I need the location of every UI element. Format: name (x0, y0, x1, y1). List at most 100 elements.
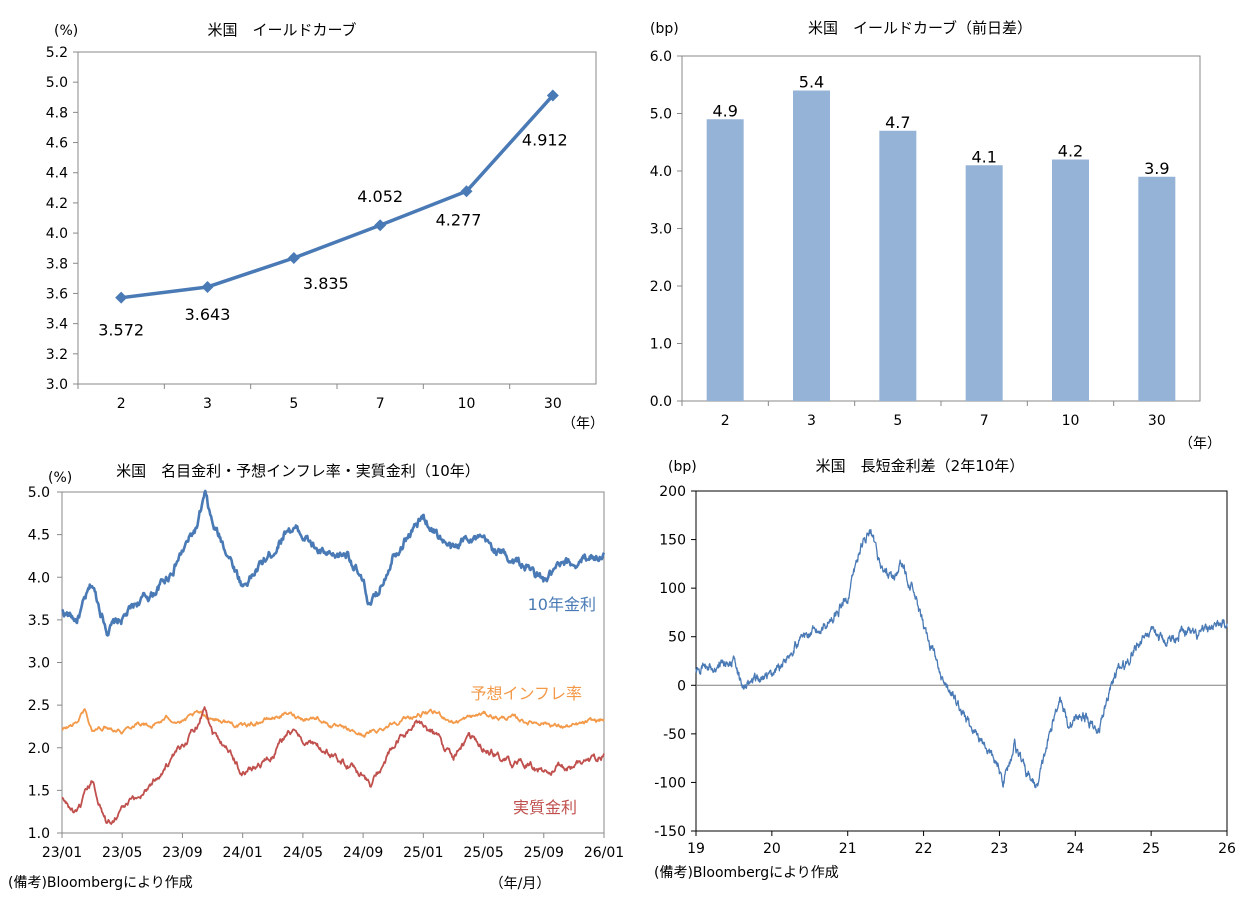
yield-curve-data-label: 4.277 (436, 210, 482, 229)
yield-change-y-axis: 0.0 1.0 2.0 3.0 4.0 5.0 6.0 (650, 49, 682, 410)
yield-curve-data-label: 3.572 (98, 321, 144, 340)
y-tick-label: 4.0 (28, 570, 50, 586)
y-tick-label: 3.8 (46, 256, 68, 272)
spread-plot-frame (695, 490, 1228, 832)
yield-change-bar (879, 130, 917, 401)
y-tick-label: 5.0 (46, 75, 68, 91)
spread-title: 米国 長短金利差（2年10年） (816, 457, 1025, 475)
yield-change-bar (793, 90, 830, 401)
real-rates-x-axis: 23/01 23/05 23/09 24/01 24/05 24/09 25/01 25/05… (42, 833, 624, 861)
y-tick-label: 1.0 (650, 337, 672, 353)
legend-inflation-label: 予想インフレ率 (470, 684, 582, 703)
series-line-nominal (61, 489, 606, 637)
y-tick-label: 3.0 (650, 222, 672, 238)
legend-real-label: 実質金利 (513, 798, 577, 817)
x-tick-label: 21 (839, 841, 857, 857)
x-tick-label: 19 (687, 841, 705, 857)
y-tick-label: 2.0 (28, 741, 50, 757)
yield-change-title: 米国 イールドカーブ（前日差） (808, 19, 1032, 37)
yield-curve-series: 3.572 3.643 3.835 4.052 4.277 4.912 (98, 89, 568, 340)
yield-curve-data-label: 3.643 (185, 305, 231, 324)
x-tick-label: 7 (980, 413, 989, 429)
y-tick-label: 5.0 (650, 107, 672, 123)
series-line-real (61, 706, 605, 825)
x-tick-label: 5 (289, 396, 298, 412)
real-rates-y-axis: 1.0 1.5 2.0 2.5 3.0 3.5 4.0 4.5 5.0 (28, 485, 62, 842)
series-line-inflation (61, 708, 605, 738)
source-note-left: (備考)Bloombergにより作成 (8, 875, 193, 891)
yield-curve-point (115, 291, 128, 304)
real-rates-series (61, 489, 606, 825)
y-tick-label: 3.5 (28, 613, 50, 629)
x-tick-label: 20 (763, 841, 781, 857)
x-tick-label: 23/01 (42, 845, 82, 861)
y-tick-label: 50 (668, 630, 686, 646)
yield-curve-x-axis: 2 3 5 7 10 30 (77, 384, 562, 412)
x-tick-label: 25/05 (463, 845, 503, 861)
x-tick-label: 25/01 (403, 845, 443, 861)
yield-curve-data-label: 4.052 (357, 187, 403, 206)
x-tick-label: 24 (1066, 841, 1084, 857)
yield-change-data-label: 4.9 (712, 101, 737, 120)
x-tick-label: 30 (544, 396, 562, 412)
yield-curve-data-label: 3.835 (303, 274, 349, 293)
panel-real-rates: (%) 米国 名目金利・予想インフレ率・実質金利（10年） 1.0 1.5 2.0 2… (8, 462, 624, 892)
y-tick-label: 100 (659, 581, 686, 597)
y-tick-label: -150 (654, 824, 686, 840)
yield-curve-point (460, 185, 473, 198)
yield-curve-unit: (%) (54, 23, 78, 39)
y-tick-label: 5.2 (46, 45, 68, 61)
yield-change-data-label: 4.7 (885, 113, 910, 132)
spread-x-axis: 19 20 21 22 23 24 25 26 (687, 831, 1236, 857)
x-tick-label: 26/01 (584, 845, 624, 861)
y-tick-label: 3.6 (46, 286, 68, 302)
real-rates-title: 米国 名目金利・予想インフレ率・実質金利（10年） (116, 462, 480, 480)
yield-change-plot-frame (681, 55, 1201, 402)
spread-line (695, 529, 1228, 789)
yield-curve-point (287, 251, 300, 264)
panel-yield-change: (bp) 米国 イールドカーブ（前日差） 0.0 1.0 2.0 3.0 4.0 5.0 6… (650, 19, 1221, 452)
x-tick-label: 3 (203, 396, 212, 412)
real-rates-x-unit: （年/月） (490, 876, 551, 892)
yield-curve-line (120, 94, 555, 300)
y-tick-label: 3.0 (28, 656, 50, 672)
y-tick-label: 5.0 (28, 485, 50, 501)
x-tick-label: 2 (117, 396, 126, 412)
yield-curve-x-unit: （年） (562, 416, 604, 432)
yield-change-data-label: 5.4 (799, 73, 824, 92)
y-tick-label: 4.2 (46, 196, 68, 212)
yield-curve-point (546, 89, 559, 102)
spread-series (695, 529, 1228, 789)
x-tick-label: 24/09 (343, 845, 383, 861)
yield-change-data-label: 4.1 (971, 147, 996, 166)
x-tick-label: 24/05 (283, 845, 323, 861)
y-tick-label: 0.0 (650, 394, 672, 410)
yield-curve-data-label: 4.912 (522, 130, 568, 149)
x-tick-label: 30 (1148, 413, 1166, 429)
y-tick-label: 150 (659, 533, 686, 549)
x-tick-label: 23/09 (162, 845, 202, 861)
yield-curve-point (201, 280, 214, 293)
y-tick-label: 4.4 (46, 166, 68, 182)
yield-change-data-label: 4.2 (1058, 142, 1083, 161)
y-tick-label: 3.4 (46, 317, 68, 333)
x-tick-label: 23/05 (102, 845, 142, 861)
yield-change-bar (1138, 176, 1176, 401)
y-tick-label: 4.0 (650, 164, 672, 180)
real-rates-unit: (%) (48, 470, 72, 486)
y-tick-label: 4.5 (28, 528, 50, 544)
y-tick-label: -50 (663, 727, 686, 743)
yield-change-unit: (bp) (650, 21, 679, 37)
panel-spread: (bp) 米国 長短金利差（2年10年） -150 -100 -50 0 50 100 15… (654, 457, 1236, 881)
x-tick-label: 3 (807, 413, 816, 429)
y-tick-label: 6.0 (650, 49, 672, 65)
yield-change-bar (965, 165, 1003, 401)
source-note-right: (備考)Bloombergにより作成 (654, 865, 839, 881)
real-rates-plot-frame (61, 491, 605, 834)
y-tick-label: 1.5 (28, 783, 50, 799)
x-tick-label: 7 (376, 396, 385, 412)
legend-nominal-label: 10年金利 (528, 595, 596, 614)
yield-change-x-unit: （年） (1179, 436, 1221, 452)
yield-curve-y-axis: 3.0 3.2 3.4 3.6 3.8 4.0 4.2 4.4 4.6 4.8 5.0 5.2 (46, 45, 78, 393)
